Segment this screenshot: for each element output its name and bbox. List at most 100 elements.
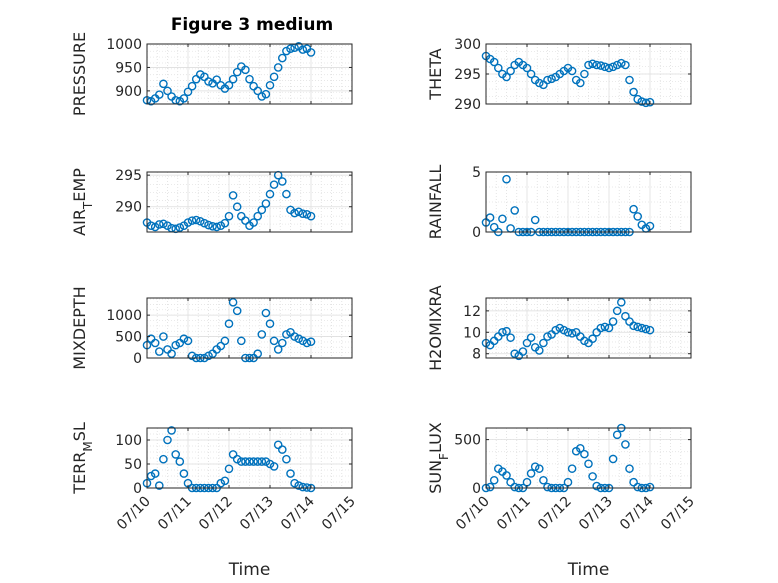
data-point-theta [592,60,602,70]
data-point-sun-flux [510,482,520,492]
data-point-air-temp [228,191,238,200]
data-point-h2omixra [600,322,610,332]
data-point-h2omixra [588,334,597,344]
y-tick-label-pressure: 900 [115,84,142,100]
data-point-air-temp [265,189,275,199]
data-point-mixdepth [257,330,267,339]
data-point-theta [588,59,597,69]
data-point-sun-flux [543,482,552,492]
axes-box-air-temp [146,171,353,233]
data-point-terr-msl [257,457,267,466]
data-point-theta [506,66,515,76]
x-tick-label-sun-flux: 07/13 [576,494,616,534]
data-point-theta [489,57,499,67]
data-point-sun-flux [588,472,597,481]
axes-box-sun-flux [485,427,692,489]
data-point-terr-msl [277,445,287,454]
x-tick-label-sun-flux: 07/12 [535,494,575,534]
data-point-h2omixra [535,346,544,355]
data-point-theta [600,62,610,72]
data-point-theta [493,63,503,73]
data-point-h2omixra [596,323,606,333]
data-point-air-temp [261,199,271,208]
data-point-sun-flux [621,440,630,449]
x-tick-label-sun-flux: 07/11 [494,494,534,534]
data-point-terr-msl [220,476,230,486]
data-point-pressure [187,81,197,91]
data-point-mixdepth [232,306,242,316]
data-point-h2omixra [629,321,638,331]
data-point-air-temp [191,215,201,225]
data-point-sun-flux [535,464,544,473]
data-point-sun-flux [526,469,536,478]
data-point-mixdepth [150,338,160,348]
data-point-sun-flux [592,481,602,491]
y-tick-label-rainfall: 5 [472,165,481,181]
data-point-mixdepth [261,308,271,318]
data-point-theta [522,63,532,73]
data-point-pressure [212,75,221,84]
y-axis-label-terr-msl: TERRMSL [70,422,95,495]
y-tick-label-h2omixra: 12 [463,304,481,320]
data-point-mixdepth [154,347,164,356]
data-point-theta [612,60,622,70]
data-point-pressure [273,63,283,72]
data-point-air-temp [208,222,217,231]
x-axis-label-terr-msl: Time [228,560,271,580]
y-tick-label-mixdepth: 1000 [106,308,142,324]
data-point-rainfall [502,174,511,184]
data-point-sun-flux [530,462,540,472]
data-point-sun-flux [539,475,548,485]
data-point-sun-flux [584,459,593,469]
data-point-sun-flux [625,464,634,473]
y-axis-label-h2omixra: H2OMIXRA [426,285,445,371]
x-tick-label-terr-msl: 07/11 [155,494,195,534]
data-point-rainfall [633,212,643,221]
data-point-pressure [224,80,234,90]
data-point-terr-msl [179,469,189,478]
data-point-pressure [245,74,254,84]
data-point-h2omixra [621,311,630,321]
y-axis-label-pressure: PRESSURE [70,32,89,116]
data-point-terr-msl [245,457,254,466]
data-point-theta [621,60,630,70]
data-point-terr-msl [253,457,263,466]
x-tick-label-terr-msl: 07/13 [237,494,277,534]
data-point-air-temp [175,223,185,232]
data-point-pressure [163,86,172,96]
x-tick-label-terr-msl: 07/14 [278,493,318,533]
data-point-pressure [286,44,295,53]
data-point-mixdepth [277,338,287,348]
y-tick-label-h2omixra: 8 [472,347,481,363]
data-point-pressure [154,90,164,99]
data-point-h2omixra [604,323,614,333]
data-point-terr-msl [167,426,176,435]
y-tick-label-theta: 300 [454,37,481,53]
data-point-mixdepth [204,351,213,361]
data-point-air-temp [220,218,230,228]
data-point-rainfall [498,214,507,224]
data-point-air-temp [200,218,209,228]
data-point-air-temp [183,218,193,227]
y-tick-label-sun-flux: 0 [472,481,481,497]
data-point-theta [502,72,511,82]
data-point-h2omixra [510,349,520,359]
y-tick-label-terr-msl: 50 [124,457,142,473]
data-point-rainfall [530,215,540,225]
y-axis-label-rainfall: RAINFALL [426,165,445,240]
data-point-sun-flux [567,464,577,473]
data-point-air-temp [154,220,164,229]
data-point-h2omixra [498,327,507,337]
x-tick-label-terr-msl: 07/10 [114,494,154,534]
axes-box-mixdepth [146,297,353,359]
y-tick-label-pressure: 950 [115,60,142,76]
data-point-terr-msl [159,454,168,464]
data-point-terr-msl [241,457,250,466]
data-point-air-temp [249,218,258,227]
data-point-mixdepth [306,337,316,347]
data-point-air-temp [212,222,221,232]
data-point-terr-msl [282,454,291,464]
y-tick-label-mixdepth: 0 [133,351,142,367]
data-point-mixdepth [167,349,176,359]
data-point-theta [567,66,577,76]
